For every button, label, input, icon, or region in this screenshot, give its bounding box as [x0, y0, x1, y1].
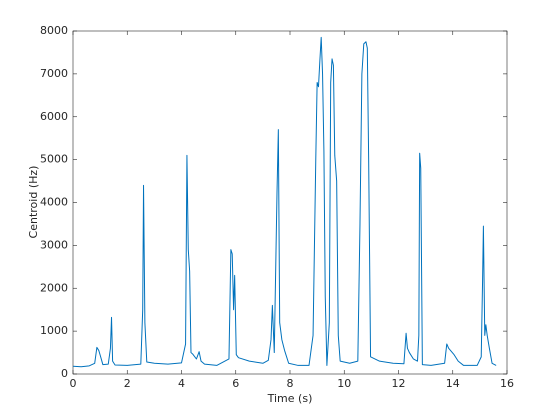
x-tick-label: 6	[232, 377, 239, 390]
y-axis-label: Centroid (Hz)	[27, 166, 40, 239]
x-tick-label: 10	[337, 377, 351, 390]
y-tick-label: 1000	[40, 324, 68, 337]
x-tick-label: 16	[500, 377, 514, 390]
y-tick-label: 0	[61, 367, 68, 380]
y-tick-label: 8000	[40, 24, 68, 37]
x-tick-label: 14	[446, 377, 460, 390]
x-tick-label: 12	[392, 377, 406, 390]
y-tick-label: 7000	[40, 67, 68, 80]
x-axis-label: Time (s)	[267, 392, 313, 405]
x-tick-label: 4	[178, 377, 185, 390]
x-tick-label: 0	[70, 377, 77, 390]
y-tick-label: 3000	[40, 238, 68, 251]
y-tick-label: 6000	[40, 110, 68, 123]
y-tick-label: 2000	[40, 281, 68, 294]
x-tick-label: 8	[287, 377, 294, 390]
y-tick-label: 4000	[40, 196, 68, 209]
x-tick-label: 2	[124, 377, 131, 390]
data-line	[72, 36, 497, 368]
plot-area	[72, 30, 508, 375]
y-tick-label: 5000	[40, 153, 68, 166]
